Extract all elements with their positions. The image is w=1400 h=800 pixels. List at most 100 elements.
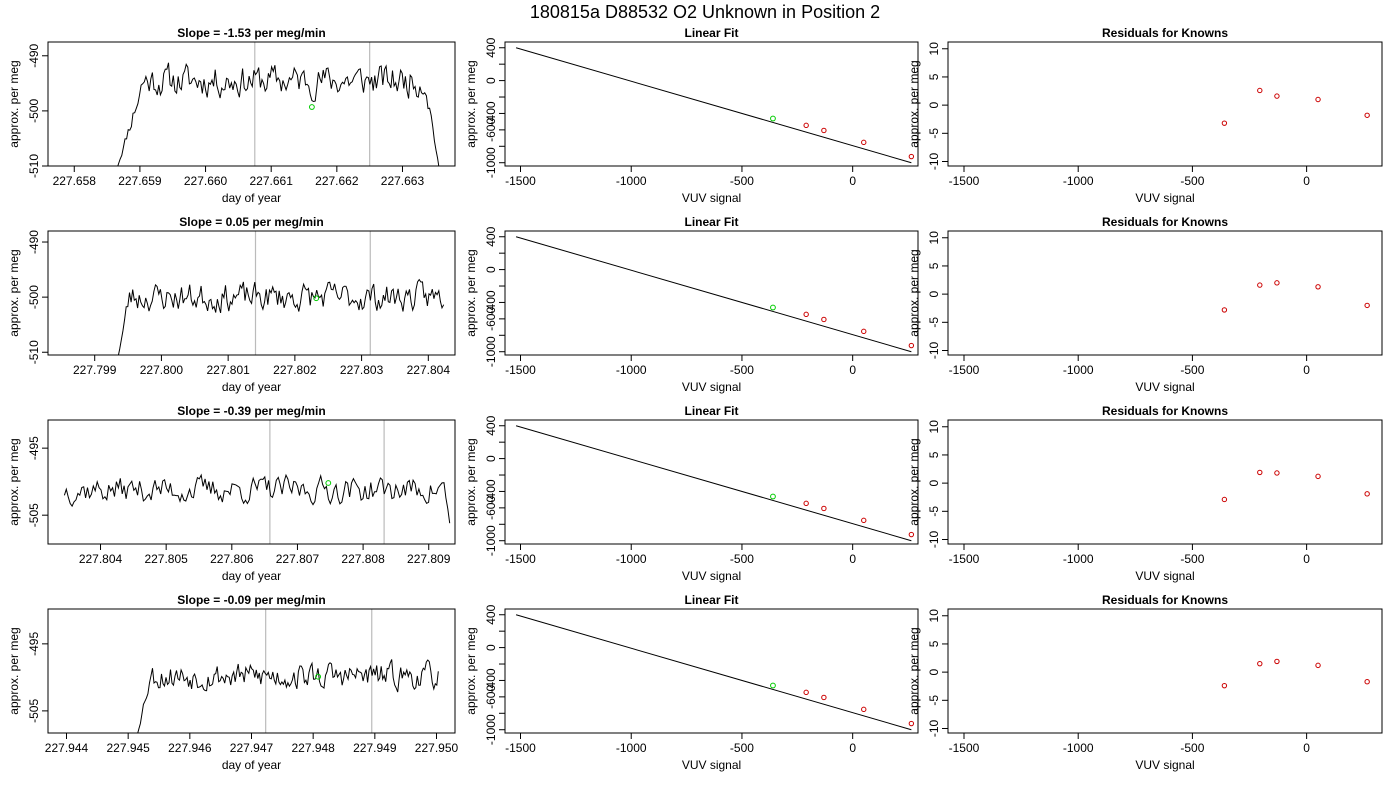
y-tick-label: -600 [484, 496, 498, 520]
x-tick-label: -500 [730, 174, 754, 188]
chart-panel-3-2: Linear Fit -1500 -1000 -500 0 -1000 -600-400 0 4… [464, 404, 919, 583]
plot-frame [947, 419, 1383, 545]
unknown-point [770, 682, 776, 689]
panel-title: Residuals for Knowns [1102, 215, 1228, 229]
residual-point [1257, 469, 1263, 476]
y-tick-label: -10 [927, 530, 941, 548]
y-tick-label: -500 [27, 99, 41, 123]
y-tick-label: 0 [484, 455, 498, 462]
x-tick-label: 227.946 [168, 741, 212, 755]
x-tick-label: -1500 [505, 363, 536, 377]
x-tick-label: -1500 [505, 174, 536, 188]
x-tick-label: 0 [849, 174, 856, 188]
plot-frame [947, 230, 1383, 356]
y-tick-label: -10 [927, 341, 941, 359]
y-tick-label: -510 [27, 340, 41, 364]
x-tick-label: 227.807 [276, 552, 320, 566]
y-tick-label: -1000 [484, 336, 498, 367]
y-tick-label: -1000 [484, 147, 498, 178]
y-tick-label: -5 [927, 506, 941, 517]
x-tick-label: 227.661 [249, 174, 293, 188]
x-axis-label: VUV signal [1135, 191, 1194, 205]
y-tick-label: 5 [927, 451, 941, 458]
x-axis-label: day of year [222, 380, 281, 394]
y-tick-label: 400 [484, 415, 498, 435]
residual-point [1274, 470, 1280, 476]
x-tick-label: 227.802 [273, 363, 317, 377]
y-tick-label: -5 [927, 128, 941, 139]
unknown-point [770, 493, 776, 500]
x-tick-label: -1000 [1063, 552, 1094, 566]
y-tick-label: -505 [27, 699, 41, 723]
y-tick-label: 0 [927, 479, 941, 486]
x-axis-label: VUV signal [1135, 380, 1194, 394]
y-tick-label: 0 [927, 101, 941, 108]
known-point [821, 316, 827, 323]
y-axis-label: approx. per meg [7, 249, 21, 336]
x-tick-label: -1500 [949, 552, 980, 566]
panel-title: Slope = 0.05 per meg/min [179, 215, 323, 229]
signal-trace [117, 278, 445, 355]
residual-point [1315, 662, 1321, 669]
unknown-point [770, 304, 776, 311]
x-axis-label: VUV signal [682, 380, 741, 394]
x-tick-label: 227.658 [53, 174, 97, 188]
y-tick-label: -1000 [484, 714, 498, 745]
known-point [861, 328, 867, 335]
residual-point [1257, 282, 1263, 288]
chart-panel-2-2: Linear Fit -1500 -1000 -500 0 -1000 -600-400 0 4… [464, 215, 919, 394]
residual-point [1364, 112, 1370, 118]
known-point [908, 342, 915, 349]
y-tick-label: 0 [484, 266, 498, 273]
plot-area [515, 425, 915, 542]
x-tick-label: -1500 [505, 741, 536, 755]
y-tick-label: 10 [927, 609, 941, 623]
chart-panel-3-1: Slope = -0.39 per meg/min 227.804 227.805 2… [7, 404, 456, 583]
x-tick-label: 227.662 [315, 174, 359, 188]
fit-line [515, 47, 912, 164]
x-tick-label: -1000 [1063, 363, 1094, 377]
residual-point [1221, 120, 1228, 126]
y-tick-label: 400 [484, 37, 498, 57]
residual-point [1257, 87, 1263, 94]
plot-area [63, 420, 451, 544]
chart-panel-4-2: Linear Fit -1500 -1000 -500 0 -1000 -600-400 0 4… [464, 593, 919, 772]
residual-point [1274, 93, 1280, 99]
x-tick-label: -500 [1180, 552, 1204, 566]
y-axis-label: approx. per meg [464, 60, 478, 147]
chart-panel-1-2: Linear Fit -1500 -1000 -500 0 -1000 -600-400 0 4… [464, 26, 919, 205]
y-tick-label: 5 [927, 640, 941, 647]
y-tick-label: 0 [484, 77, 498, 84]
signal-trace [137, 659, 439, 733]
y-tick-label: -600 [484, 685, 498, 709]
known-point [908, 531, 915, 538]
x-tick-label: 227.804 [407, 363, 451, 377]
known-point [861, 139, 867, 146]
known-point [908, 153, 915, 160]
known-point [803, 500, 809, 507]
y-tick-label: 0 [927, 290, 941, 297]
residual-point [1315, 96, 1321, 103]
y-axis-label: approx. per meg [464, 249, 478, 336]
y-tick-label: -495 [27, 436, 41, 460]
plot-frame [504, 608, 919, 734]
panel-title: Residuals for Knowns [1102, 593, 1228, 607]
y-tick-label: -490 [27, 230, 41, 254]
residual-point [1274, 280, 1280, 286]
x-tick-label: -1000 [616, 741, 647, 755]
residual-point [1364, 302, 1370, 309]
x-tick-label: 0 [849, 363, 856, 377]
plot-frame [504, 419, 919, 545]
x-tick-label: -1500 [505, 552, 536, 566]
x-tick-label: 227.799 [73, 363, 117, 377]
plot-area [137, 609, 439, 733]
x-tick-label: 0 [1303, 174, 1310, 188]
plot-frame [47, 230, 456, 356]
plot-frame [47, 608, 456, 734]
y-axis-label: approx. per meg [7, 627, 21, 714]
y-tick-label: 10 [927, 42, 941, 56]
x-axis-label: day of year [222, 569, 281, 583]
known-point [861, 706, 867, 713]
